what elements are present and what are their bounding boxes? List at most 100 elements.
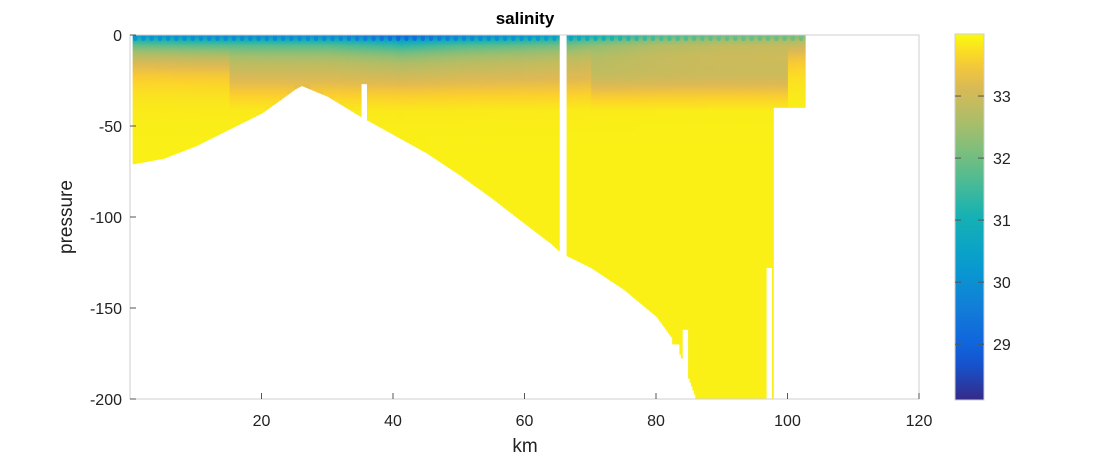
salinity-column	[168, 35, 171, 157]
salinity-column	[675, 35, 677, 345]
salinity-column	[589, 35, 592, 268]
salinity-column	[397, 35, 400, 138]
salinity-column	[417, 35, 420, 149]
salinity-column	[511, 35, 514, 215]
salinity-column	[688, 35, 690, 379]
salinity-column	[372, 35, 375, 124]
colorbar-tick-label: 29	[993, 337, 1011, 354]
salinity-column	[524, 35, 527, 225]
cast-marker	[527, 35, 532, 41]
salinity-column	[154, 35, 157, 161]
salinity-column	[158, 35, 161, 160]
salinity-column	[452, 35, 455, 171]
salinity-column	[212, 35, 215, 138]
salinity-column	[465, 35, 468, 180]
cast-marker	[437, 35, 442, 41]
salinity-column	[501, 35, 504, 207]
salinity-column	[669, 35, 672, 336]
salinity-column	[735, 35, 738, 399]
salinity-column	[628, 35, 631, 295]
salinity-column	[351, 35, 353, 112]
salinity-column	[640, 35, 643, 305]
y-tick-label: -150	[90, 301, 122, 318]
salinity-column	[741, 35, 744, 399]
cast-marker	[429, 35, 434, 41]
salinity-column	[320, 35, 323, 95]
salinity-column	[608, 35, 611, 281]
salinity-column	[568, 35, 570, 258]
salinity-column	[343, 35, 346, 107]
salinity-column	[708, 35, 711, 399]
cast-marker	[363, 35, 368, 41]
salinity-column	[436, 35, 439, 161]
salinity-column	[181, 35, 184, 152]
salinity-column	[239, 35, 242, 125]
salinity-column	[176, 35, 178, 154]
salinity-column	[488, 35, 491, 197]
salinity-column	[388, 35, 391, 133]
salinity-column	[573, 35, 576, 260]
salinity-column	[540, 35, 543, 237]
cast-marker	[790, 35, 795, 41]
salinity-column	[620, 35, 622, 288]
salinity-column	[446, 35, 449, 168]
salinity-column	[445, 35, 447, 167]
salinity-column	[699, 35, 702, 399]
cast-marker	[577, 35, 582, 41]
cast-marker	[157, 35, 162, 41]
salinity-column	[732, 35, 735, 399]
cast-marker	[503, 35, 508, 41]
salinity-column	[731, 35, 734, 399]
salinity-column	[155, 35, 158, 161]
salinity-column	[773, 35, 776, 108]
salinity-column	[491, 35, 494, 199]
salinity-column	[583, 35, 586, 265]
salinity-column	[287, 35, 290, 95]
cast-marker	[330, 35, 335, 41]
salinity-column	[148, 35, 151, 162]
salinity-column	[134, 35, 136, 165]
salinity-column	[183, 35, 186, 151]
salinity-column	[147, 35, 149, 162]
cast-marker	[281, 35, 286, 41]
salinity-column	[748, 35, 751, 399]
salinity-column	[377, 35, 379, 127]
salinity-column	[246, 35, 249, 121]
salinity-column	[285, 35, 288, 96]
salinity-column	[138, 35, 141, 164]
salinity-column	[502, 35, 505, 208]
cast-marker	[626, 35, 631, 41]
salinity-column	[197, 35, 200, 146]
salinity-column	[453, 35, 456, 172]
salinity-column	[267, 35, 270, 110]
salinity-column	[323, 35, 326, 96]
salinity-column	[484, 35, 486, 194]
salinity-column	[523, 35, 526, 224]
salinity-column	[277, 35, 280, 102]
salinity-column	[753, 35, 756, 399]
salinity-column	[756, 35, 758, 399]
salinity-column	[705, 35, 708, 399]
cast-marker	[659, 35, 664, 41]
salinity-column	[460, 35, 463, 177]
salinity-column	[686, 35, 689, 330]
salinity-column	[646, 35, 648, 309]
salinity-column	[543, 35, 546, 239]
salinity-column	[482, 35, 485, 193]
salinity-column	[245, 35, 248, 122]
salinity-column	[450, 35, 453, 170]
salinity-column	[361, 35, 364, 85]
salinity-column	[335, 35, 337, 102]
salinity-column	[526, 35, 528, 226]
salinity-column	[348, 35, 351, 110]
cast-marker	[215, 35, 220, 41]
salinity-column	[637, 35, 640, 302]
salinity-column	[701, 35, 703, 399]
cast-marker	[453, 35, 458, 41]
salinity-column	[339, 35, 342, 105]
salinity-column	[709, 35, 712, 399]
salinity-column	[570, 35, 573, 259]
colorbar-bar	[954, 33, 985, 401]
salinity-column	[259, 35, 262, 115]
salinity-column	[657, 35, 660, 320]
